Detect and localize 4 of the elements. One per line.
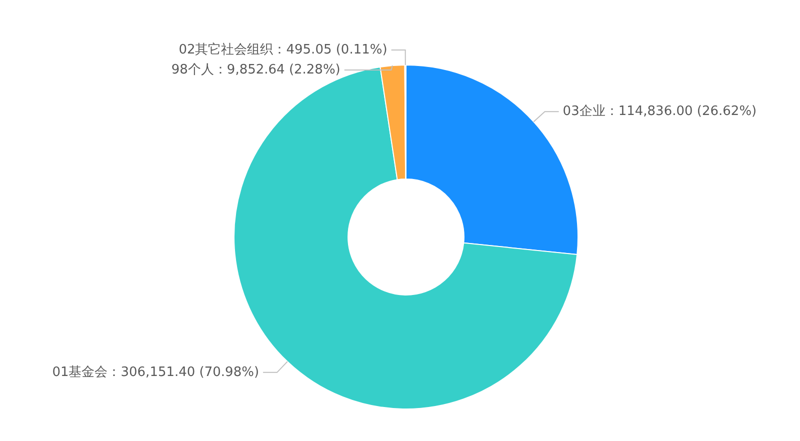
slice-label: 01基金会：306,151.40 (70.98%) (52, 364, 260, 380)
slice-label: 03企业：114,836.00 (26.62%) (562, 104, 757, 120)
slice-label: 02其它社会组织：495.05 (0.11%) (178, 42, 388, 58)
slice-label: 98个人：9,852.64 (2.28%) (171, 62, 340, 78)
